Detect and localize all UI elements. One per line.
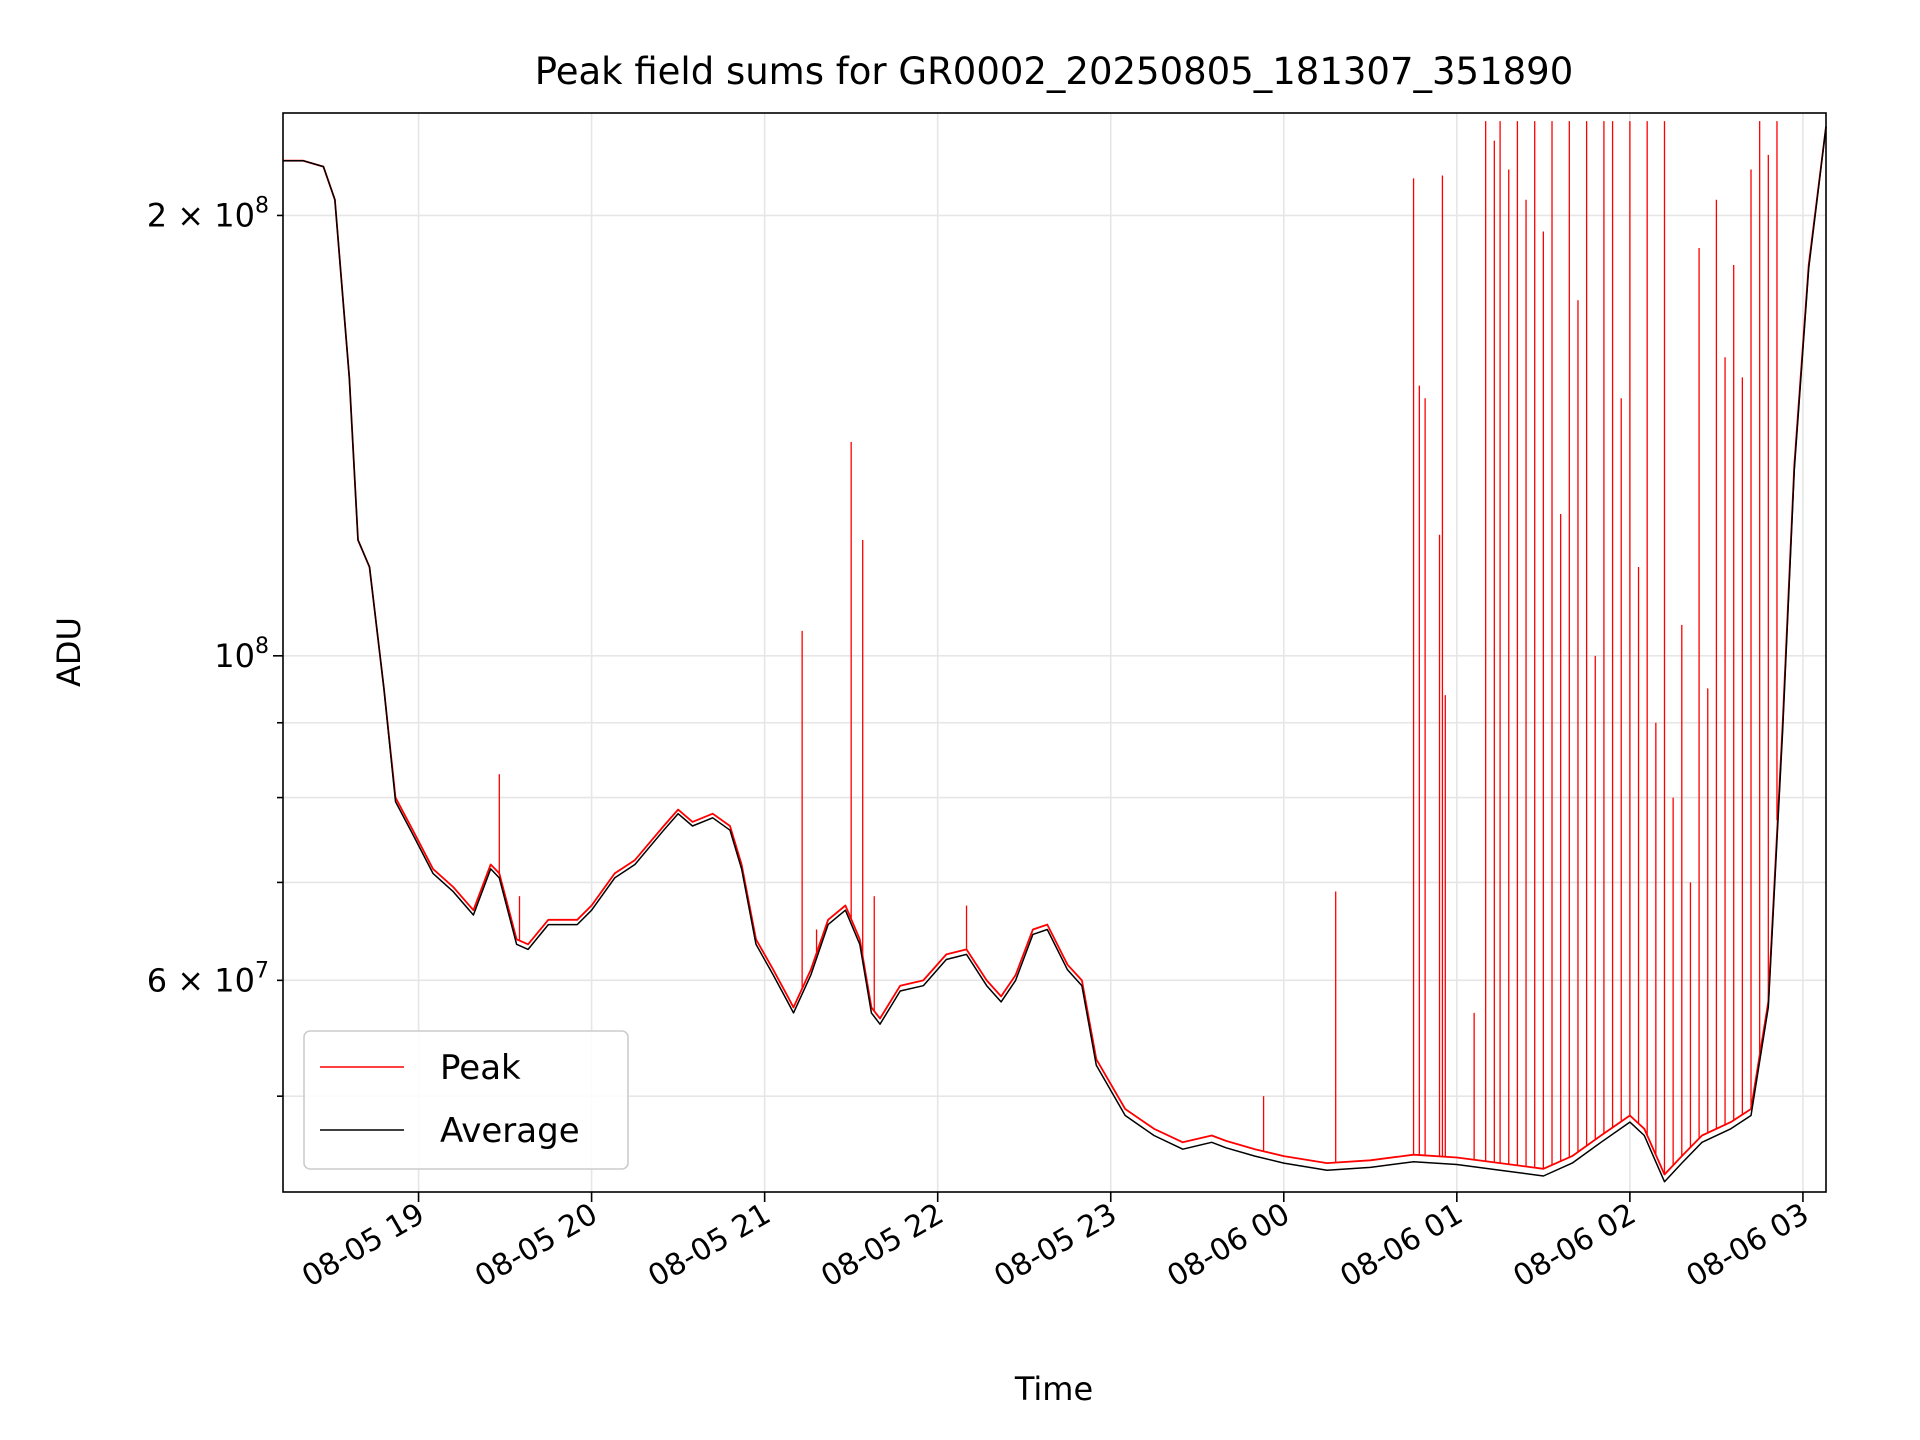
peak-line (283, 126, 1827, 1176)
plot-frame (282, 112, 1827, 1193)
y-tick-label: 6 × 107 (147, 958, 269, 999)
y-tick-label-base: 6 × 10 (147, 961, 255, 999)
chart-title: Peak field sums for GR0002_20250805_1813… (535, 50, 1574, 93)
series-peak (283, 121, 1827, 1176)
y-tick-label-exponent: 8 (255, 634, 269, 659)
y-tick-label: 108 (214, 634, 269, 675)
average-line (283, 126, 1827, 1183)
y-tick-label-base: 10 (214, 637, 255, 675)
legend-box (303, 1030, 629, 1170)
series-average (283, 126, 1827, 1183)
y-tick-label-exponent: 7 (255, 958, 269, 983)
y-tick-label: 2 × 108 (147, 193, 269, 234)
plot-area (283, 113, 1826, 1192)
legend: Peak Average (303, 1030, 629, 1170)
y-tick-label-exponent: 8 (255, 193, 269, 218)
x-axis-label: Time (1014, 1370, 1093, 1408)
y-tick-label-base: 2 × 10 (147, 196, 255, 234)
y-axis-label: ADU (50, 617, 88, 687)
legend-label-average: Average (440, 1111, 580, 1151)
legend-label-peak: Peak (440, 1048, 521, 1088)
